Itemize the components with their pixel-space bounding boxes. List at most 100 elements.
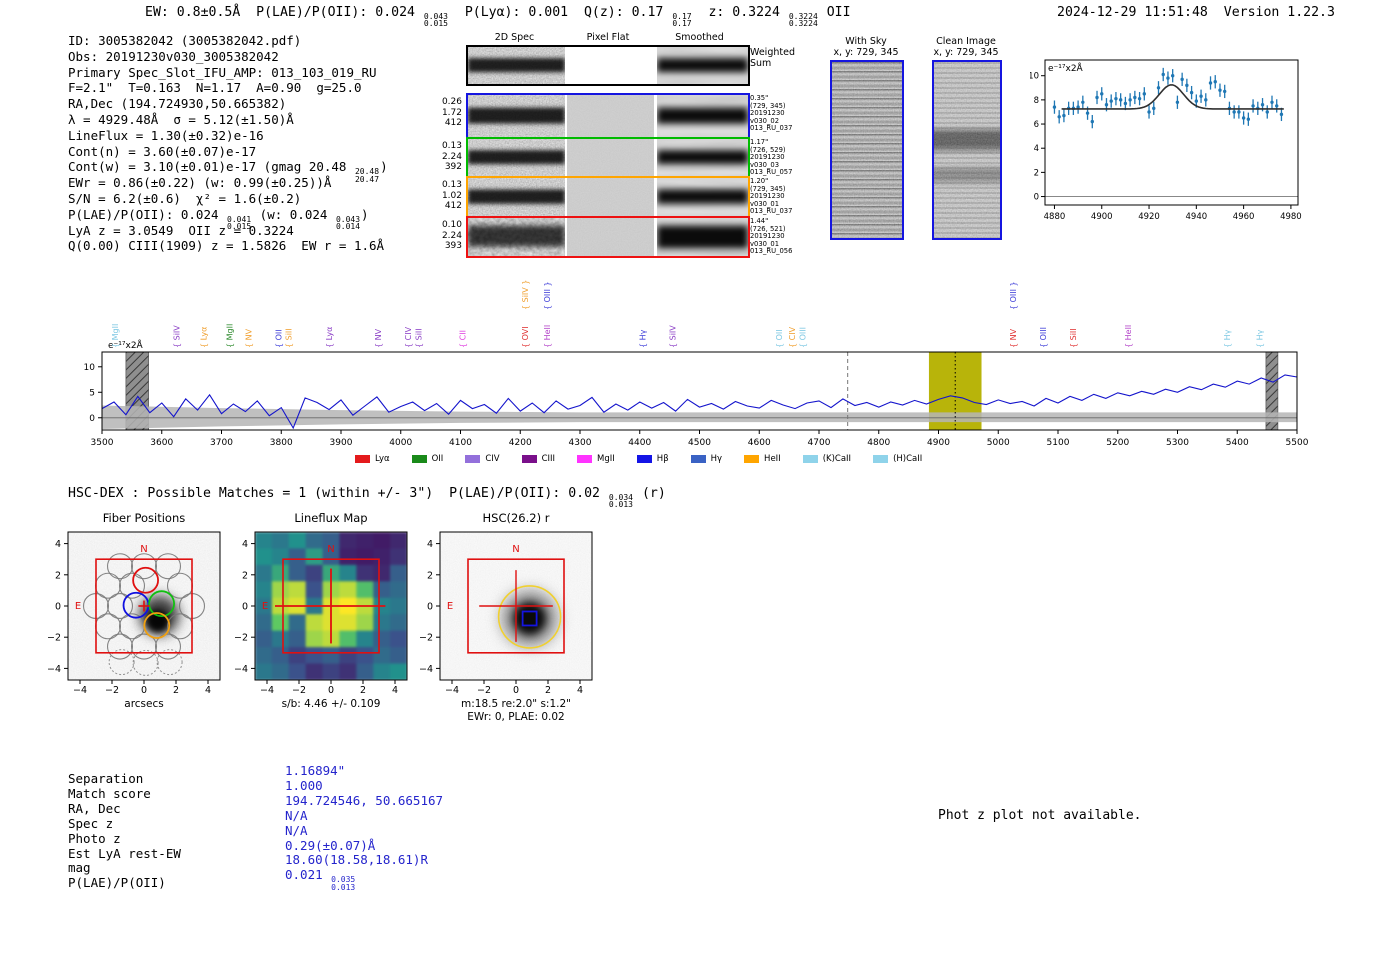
text-segment: (r) xyxy=(634,486,666,501)
axis-tick-label: 8 xyxy=(1034,96,1039,106)
axis-tick-label: 2 xyxy=(1034,168,1039,178)
detection-info-block: ID: 3005382042 (3005382042.pdf) Obs: 2019… xyxy=(68,33,388,254)
fiber-positions-title: Fiber Positions xyxy=(103,511,186,525)
legend-label: (H)CaII xyxy=(893,454,923,464)
spec2d-cell xyxy=(468,139,565,176)
axis-tick-label: −2 xyxy=(419,633,433,644)
compass-east-label: E xyxy=(262,601,268,612)
match-table-value-text: 1.000 xyxy=(285,777,323,793)
legend-label: HeII xyxy=(764,454,781,464)
spec2d-row xyxy=(466,45,750,86)
axis-tick-label: 4 xyxy=(392,685,398,696)
axis-tick-label: −2 xyxy=(292,685,306,696)
compass-east-label: E xyxy=(75,601,81,612)
spec2d-row xyxy=(466,137,750,178)
uncertainty-lower: 0.015 xyxy=(227,222,252,232)
emission-line-label: { MgII xyxy=(111,324,120,348)
legend-label: Hβ xyxy=(656,454,669,464)
match-table-value-text: N/A xyxy=(285,822,308,838)
info-line: RA,Dec (194.724930,50.665382) xyxy=(68,96,388,112)
axis-tick-label: 4 xyxy=(1034,144,1039,154)
uncertainty-upper: 0.17 xyxy=(672,12,692,21)
axis-tick-label: −2 xyxy=(234,633,248,644)
axis-tick-label: −4 xyxy=(234,664,248,675)
match-table-value-text: 1.16894" xyxy=(285,763,346,778)
spec2d-cell xyxy=(567,47,654,84)
spec2d-cell xyxy=(657,218,748,256)
axis-tick-label: 2 xyxy=(173,685,179,696)
spec2d-row-left-label: 0.26 1.72 412 xyxy=(441,97,462,128)
axis-tick-label: −2 xyxy=(47,633,61,644)
text-segment: Cont(n) = 3.60(±0.07)e-17 xyxy=(68,143,257,159)
hsc-image-title: HSC(26.2) r xyxy=(483,511,550,525)
info-line: S/N = 6.2(±0.6) χ² = 1.6(±0.2) xyxy=(68,191,388,207)
axis-tick-label: 10 xyxy=(1030,72,1039,82)
axis-tick-label: 4960 xyxy=(1233,212,1255,222)
spec2d-row xyxy=(466,176,750,218)
match-table-label: P(LAE)/P(OII) xyxy=(68,875,166,891)
spec2d-row xyxy=(466,216,750,258)
match-table-label: Est LyA rest-EW xyxy=(68,845,181,861)
axis-tick-label: 4980 xyxy=(1280,212,1302,222)
axis-tick-label: 0 xyxy=(242,602,248,613)
uncertainty-upper: 0.035 xyxy=(331,875,356,885)
flux-units-annotation: e⁻¹⁷x2Å xyxy=(1048,62,1084,74)
emission-line-label: { NV xyxy=(1009,328,1018,348)
spec2d-header-2dspec: 2D Spec xyxy=(494,32,535,43)
legend-swatch xyxy=(690,455,706,463)
spec2d-cell xyxy=(657,139,748,176)
match-table-values: 1.16894" 1.000 194.724546, 50.665167 N/A N/A… xyxy=(285,763,443,892)
spec2d-row-left-label: 0.13 1.02 412 xyxy=(441,180,462,211)
legend-label: Lyα xyxy=(375,454,390,464)
text-segment: Cont(w) = 3.10(±0.01)e-17 (gmag 20.48 xyxy=(68,159,354,175)
match-table-value: N/A xyxy=(285,822,443,839)
uncertainty-lower: 0.17 xyxy=(672,19,692,29)
report-version xyxy=(1208,5,1224,20)
axis-tick-label: 5 xyxy=(89,388,95,398)
axis-tick-label: 2 xyxy=(427,570,433,581)
text-segment: P(Lyα): 0.001 xyxy=(448,5,584,20)
cleanimage-image xyxy=(932,60,1002,240)
photz-unavailable-note: Phot z plot not available. xyxy=(938,808,1142,823)
stat-uncertainty: 20.48 20.47 xyxy=(355,168,379,184)
compass-east-label: E xyxy=(447,601,453,612)
text-segment: ) xyxy=(361,206,369,222)
uncertainty-lower: 0.013 xyxy=(331,882,356,892)
legend-item: Lyα xyxy=(355,454,390,464)
emission-line-label: { HeII xyxy=(543,325,552,348)
text-segment: Obs: 20191230v030_3005382042 xyxy=(68,48,279,64)
emission-line-label: { OIII xyxy=(1039,327,1048,348)
legend-label: (K)CaII xyxy=(822,454,852,464)
text-segment: P(LAE)/P(OII): 0.02 xyxy=(449,486,608,501)
text-segment: λ = 4929.48Å σ = 5.12(±1.50)Å xyxy=(68,111,294,127)
stat-uncertainty: 0.17 0.17 xyxy=(672,12,692,29)
axis-tick-label: 4500 xyxy=(688,438,711,448)
legend-label: MgII xyxy=(597,454,615,464)
uncertainty-upper: 0.034 xyxy=(608,493,633,502)
cleanimage-title-text: Clean Image xyxy=(936,36,996,47)
report-timestamp: 2024-12-29 11:51:48 xyxy=(1057,5,1208,20)
match-table-value-text: 0.29(±0.07)Å xyxy=(285,837,376,853)
legend-swatch xyxy=(802,455,818,463)
axis-tick-label: −4 xyxy=(47,664,61,675)
legend-item: (H)CaII xyxy=(873,454,922,464)
axis-tick-label: 4000 xyxy=(389,438,412,448)
axis-tick-label: 4 xyxy=(205,685,211,696)
axis-tick-label: 4 xyxy=(242,539,248,550)
axis-tick-label: 0 xyxy=(55,602,61,613)
text-segment: z: 0.3224 xyxy=(692,5,788,20)
emission-line-label: { Lyα xyxy=(325,327,334,348)
stat-uncertainty: 0.043 0.014 xyxy=(336,215,360,231)
emission-line-label: { Lyα xyxy=(200,327,209,348)
info-line: LineFlux = 1.30(±0.32)e-16 xyxy=(68,128,388,144)
text-segment: Q(z): 0.17 xyxy=(583,5,672,20)
axis-tick-label: 4 xyxy=(577,685,583,696)
match-table-label: RA, Dec xyxy=(68,800,121,816)
text-segment: RA,Dec (194.724930,50.665382) xyxy=(68,96,287,112)
legend-label: Hγ xyxy=(710,454,723,464)
axis-tick-label: 4 xyxy=(55,539,61,550)
axis-tick-label: 4800 xyxy=(867,438,890,448)
match-table-label: Separation xyxy=(68,771,144,786)
text-segment: ID: 3005382042 (3005382042.pdf) xyxy=(68,33,302,48)
